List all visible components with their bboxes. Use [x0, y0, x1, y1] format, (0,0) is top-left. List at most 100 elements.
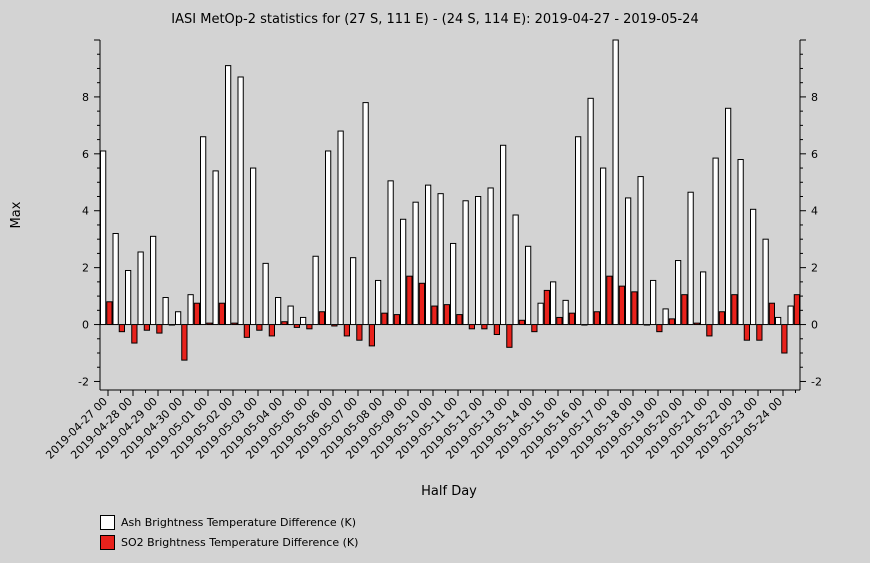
bar-so2: [268, 324, 275, 337]
bar-so2: [543, 289, 550, 326]
bar-so2: [756, 324, 763, 341]
bar-ash: [337, 130, 344, 326]
bar-ash: [362, 102, 369, 326]
bar-so2: [193, 302, 200, 326]
bar-so2: [643, 324, 650, 326]
bar-ash: [687, 191, 694, 326]
bar-ash: [187, 294, 194, 326]
bar-ash: [787, 305, 794, 326]
bar-ash: [737, 159, 744, 326]
bar-ash: [162, 297, 169, 326]
bar-so2: [668, 318, 675, 326]
bar-ash: [762, 238, 769, 326]
x-axis-title: Half Day: [421, 484, 477, 499]
bar-so2: [481, 324, 488, 330]
bar-so2: [631, 291, 638, 326]
legend-label-ash: Ash Brightness Temperature Difference (K…: [121, 515, 356, 529]
bar-so2: [531, 324, 538, 333]
bar-ash: [137, 251, 144, 326]
bar-ash: [325, 150, 332, 326]
bar-ash: [100, 150, 107, 326]
y-tick-label-right: 6: [811, 148, 818, 161]
bar-so2: [456, 314, 463, 326]
bar-ash: [487, 187, 494, 326]
bar-ash: [512, 214, 519, 326]
bar-ash: [712, 157, 719, 326]
bar-so2: [343, 324, 350, 337]
bar-so2: [306, 324, 313, 330]
bar-ash: [650, 279, 657, 326]
bar-so2: [356, 324, 363, 341]
legend-item-ash: Ash Brightness Temperature Difference (K…: [100, 512, 358, 532]
y-tick-label-left: -2: [78, 375, 89, 388]
bar-ash: [212, 170, 219, 326]
bar-so2: [493, 324, 500, 336]
bar-ash: [375, 279, 382, 326]
bar-so2: [168, 324, 175, 326]
bar-ash: [675, 260, 682, 326]
bar-so2: [618, 285, 625, 326]
bar-so2: [393, 314, 400, 326]
bar-ash: [312, 255, 319, 326]
bar-ash: [150, 235, 157, 326]
bar-ash: [525, 245, 532, 326]
bar-ash: [450, 242, 457, 326]
bar-so2: [418, 282, 425, 326]
legend-label-so2: SO2 Brightness Temperature Difference (K…: [121, 535, 359, 549]
bar-ash: [225, 65, 232, 326]
bar-so2: [518, 319, 525, 326]
bar-ash: [600, 167, 607, 326]
bar-ash: [250, 167, 257, 326]
chart-canvas: IASI MetOp-2 statistics for (27 S, 111 E…: [9, 12, 822, 499]
bar-ash: [200, 136, 207, 326]
y-tick-label-left: 0: [82, 319, 89, 332]
y-tick-label-left: 6: [82, 148, 89, 161]
bar-so2: [681, 294, 688, 326]
bar-ash: [237, 76, 244, 326]
bar-so2: [706, 324, 713, 337]
bar-ash: [725, 107, 732, 326]
bar-so2: [731, 294, 738, 326]
bar-so2: [406, 275, 413, 326]
y-tick-label-right: 0: [811, 319, 818, 332]
bar-ash: [112, 232, 119, 326]
chart-title: IASI MetOp-2 statistics for (27 S, 111 E…: [171, 12, 698, 27]
bar-ash: [700, 271, 707, 326]
bar-so2: [656, 324, 663, 333]
bar-so2: [143, 324, 150, 331]
bar-ash: [437, 193, 444, 326]
bar-so2: [693, 322, 700, 326]
y-tick-label-right: 2: [811, 262, 818, 275]
legend-swatch-ash: [100, 514, 115, 530]
bar-so2: [506, 324, 513, 348]
bar-so2: [381, 312, 388, 326]
bar-ash: [175, 311, 182, 326]
bar-so2: [281, 321, 288, 326]
bar-ash: [612, 39, 619, 326]
y-tick-label-left: 8: [82, 91, 89, 104]
bar-so2: [243, 324, 250, 338]
bar-so2: [781, 324, 788, 354]
bar-so2: [206, 322, 213, 326]
bar-so2: [606, 275, 613, 326]
bar-so2: [468, 324, 475, 330]
bar-so2: [106, 301, 113, 326]
bar-so2: [156, 324, 163, 334]
bar-ash: [537, 302, 544, 326]
bar-ash: [750, 208, 757, 326]
y-tick-label-right: 4: [811, 205, 818, 218]
bar-ash: [425, 184, 432, 326]
bar-ash: [575, 136, 582, 326]
bar-so2: [368, 324, 375, 347]
bar-ash: [562, 299, 569, 326]
bar-so2: [231, 322, 238, 326]
bar-ash: [125, 269, 132, 326]
bar-ash: [587, 97, 594, 326]
bar-so2: [568, 312, 575, 326]
bar-so2: [768, 302, 775, 326]
bar-so2: [218, 302, 225, 326]
chart-legend: Ash Brightness Temperature Difference (K…: [100, 512, 358, 552]
y-tick-label-left: 4: [82, 205, 89, 218]
bar-ash: [262, 262, 269, 326]
